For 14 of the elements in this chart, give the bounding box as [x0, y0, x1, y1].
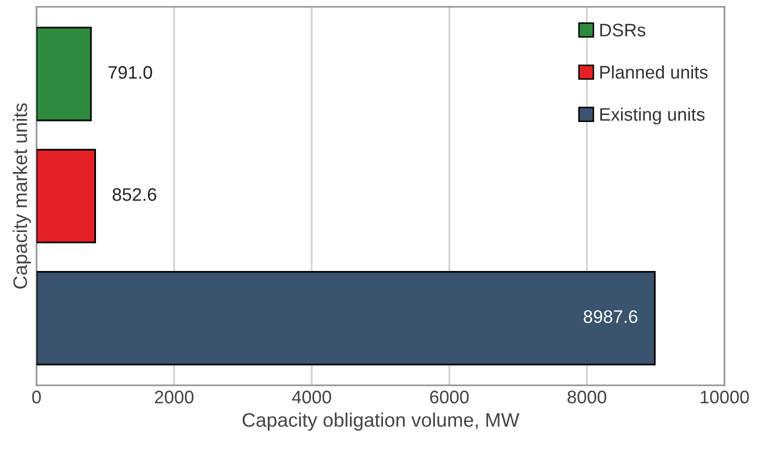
x-tick-label: 0 — [32, 390, 41, 404]
x-tick-label: 4000 — [292, 390, 332, 404]
data-label: 8987.6 — [584, 310, 638, 324]
y-axis-title: Capacity market units — [12, 103, 31, 289]
x-tick-label: 6000 — [430, 390, 469, 404]
x-tick-label: 2000 — [154, 390, 194, 404]
data-label: 852.6 — [112, 188, 156, 201]
legend-label: Planned units — [600, 65, 708, 79]
data-label: 791.0 — [108, 66, 152, 79]
x-axis-title: Capacity obligation volume, MW — [242, 412, 520, 431]
legend-label: DSRs — [600, 24, 646, 36]
x-tick-label: 8000 — [568, 390, 606, 404]
x-tick-label: 10000 — [700, 390, 749, 404]
legend-label: Existing units — [600, 108, 705, 124]
